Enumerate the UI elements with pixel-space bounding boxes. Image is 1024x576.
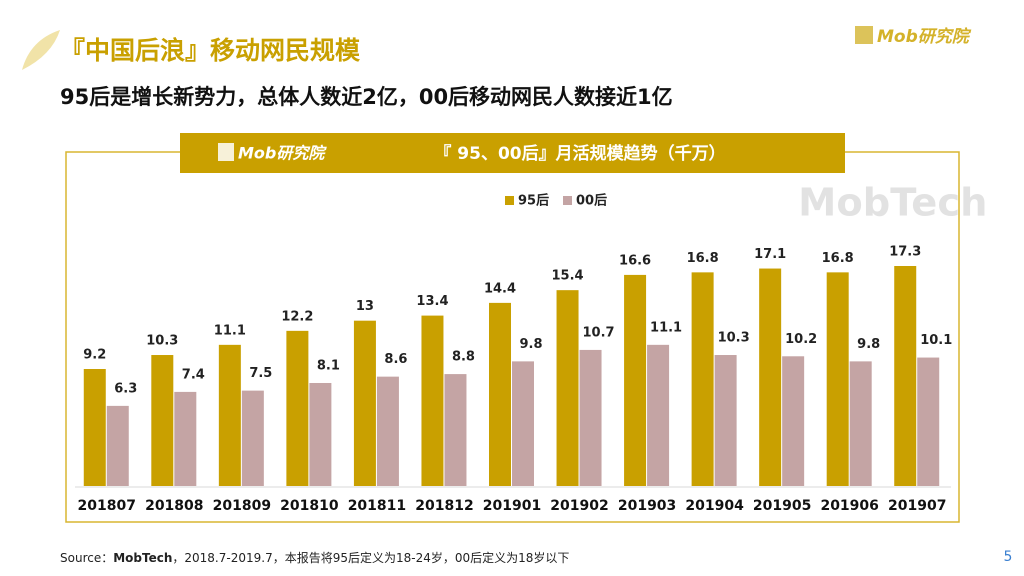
decoration bbox=[22, 30, 60, 70]
chart-title: 『 95、00后』月活规模趋势（千万） bbox=[434, 143, 725, 164]
value-label: 13 bbox=[356, 299, 374, 314]
x-tick-label: 201902 bbox=[550, 498, 608, 514]
bar bbox=[309, 382, 332, 486]
bar bbox=[714, 355, 737, 486]
value-label: 6.3 bbox=[114, 381, 137, 396]
value-label: 8.1 bbox=[317, 358, 340, 373]
value-label: 9.8 bbox=[857, 337, 880, 352]
value-label: 14.4 bbox=[484, 281, 516, 296]
value-label: 7.4 bbox=[182, 367, 205, 382]
value-label: 7.5 bbox=[249, 366, 272, 381]
source-rest: ，2018.7-2019.7，本报告将95后定义为18-24岁，00后定义为18… bbox=[172, 550, 569, 565]
value-label: 16.8 bbox=[822, 251, 854, 266]
bar bbox=[218, 344, 241, 486]
value-label: 10.7 bbox=[582, 325, 614, 340]
x-tick-label: 201812 bbox=[415, 498, 473, 514]
source-prefix: Source： bbox=[60, 551, 113, 565]
bar bbox=[647, 344, 670, 486]
bar bbox=[241, 390, 264, 486]
bar bbox=[444, 374, 467, 486]
bar bbox=[624, 274, 647, 486]
bar bbox=[489, 302, 511, 486]
x-tick-label: 201907 bbox=[888, 498, 946, 514]
bar bbox=[691, 272, 714, 486]
bar bbox=[849, 361, 872, 486]
value-label: 9.2 bbox=[83, 348, 106, 363]
legend-label: 00后 bbox=[576, 193, 607, 209]
x-tick-label: 201901 bbox=[483, 498, 541, 514]
x-tick-label: 201903 bbox=[618, 498, 676, 514]
bar bbox=[106, 405, 129, 486]
bar bbox=[83, 369, 106, 486]
brand-logo: Mob研究院 bbox=[877, 27, 972, 47]
chart-banner bbox=[180, 133, 845, 173]
watermark: MobTech bbox=[798, 180, 987, 225]
bar bbox=[556, 290, 579, 486]
value-label: 11.1 bbox=[214, 323, 246, 338]
value-label: 9.8 bbox=[519, 337, 542, 352]
legend-label: 95后 bbox=[518, 193, 549, 209]
value-label: 10.2 bbox=[785, 332, 817, 347]
brand-icon bbox=[855, 26, 873, 44]
x-tick-label: 201905 bbox=[753, 498, 811, 514]
value-label: 15.4 bbox=[551, 269, 583, 284]
bar bbox=[579, 349, 602, 486]
value-label: 17.1 bbox=[754, 247, 786, 262]
bar bbox=[174, 391, 197, 486]
x-tick-label: 201807 bbox=[78, 498, 136, 514]
bar bbox=[894, 266, 917, 486]
legend-swatch bbox=[563, 196, 572, 205]
source-note: Source：MobTech，2018.7-2019.7，本报告将95后定义为1… bbox=[60, 550, 569, 565]
bar bbox=[286, 330, 309, 486]
x-tick-label: 201811 bbox=[348, 498, 406, 514]
bar bbox=[353, 320, 376, 486]
value-label: 16.8 bbox=[687, 251, 719, 266]
slide-subtitle: 95后是增长新势力，总体人数近2亿，00后移动网民人数接近1亿 bbox=[60, 85, 673, 109]
x-tick-label: 201906 bbox=[820, 498, 878, 514]
bar bbox=[376, 376, 399, 486]
bar bbox=[512, 361, 534, 486]
value-label: 10.3 bbox=[718, 331, 750, 346]
brand-icon bbox=[218, 143, 234, 161]
page-number: 5 bbox=[1004, 549, 1013, 565]
bar bbox=[917, 357, 940, 486]
slide-title: 『中国后浪』移动网民规模 bbox=[60, 36, 361, 65]
x-tick-label: 201809 bbox=[213, 498, 271, 514]
bar bbox=[826, 272, 849, 486]
x-tick-label: 201810 bbox=[280, 498, 339, 514]
value-label: 10.1 bbox=[920, 333, 952, 348]
value-label: 10.3 bbox=[146, 334, 178, 349]
value-label: 8.8 bbox=[452, 350, 475, 365]
legend-swatch bbox=[505, 196, 514, 205]
value-label: 8.6 bbox=[384, 352, 407, 367]
source-name: MobTech bbox=[113, 551, 172, 565]
value-label: 13.4 bbox=[416, 294, 448, 309]
value-label: 11.1 bbox=[650, 320, 682, 335]
bar bbox=[782, 356, 805, 486]
bar bbox=[151, 355, 174, 486]
bar bbox=[759, 268, 782, 486]
value-label: 17.3 bbox=[889, 245, 921, 260]
brand-logo: Mob研究院 bbox=[238, 144, 327, 163]
value-label: 16.6 bbox=[619, 253, 651, 268]
x-tick-label: 201904 bbox=[685, 498, 744, 514]
x-tick-label: 201808 bbox=[145, 498, 203, 514]
bar bbox=[421, 315, 444, 486]
value-label: 12.2 bbox=[281, 309, 313, 324]
